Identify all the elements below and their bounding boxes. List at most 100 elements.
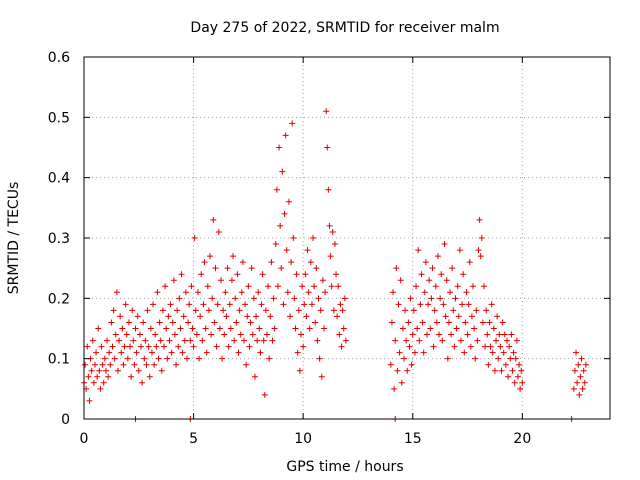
data-point	[262, 307, 269, 314]
data-point	[510, 349, 517, 356]
data-point	[224, 265, 231, 272]
data-point	[259, 271, 266, 278]
data-point	[400, 355, 407, 362]
data-point	[106, 349, 113, 356]
data-point	[256, 325, 263, 332]
data-point	[315, 295, 322, 302]
data-point	[291, 295, 298, 302]
data-point	[324, 144, 331, 151]
data-point	[153, 343, 160, 350]
data-point	[244, 313, 251, 320]
data-point	[519, 379, 526, 386]
data-point	[190, 343, 197, 350]
data-point	[460, 271, 467, 278]
data-point	[299, 283, 306, 290]
data-point	[434, 253, 441, 260]
data-point	[219, 355, 226, 362]
data-point	[212, 265, 219, 272]
data-point	[214, 301, 221, 308]
data-point	[304, 247, 311, 254]
data-point	[248, 265, 255, 272]
data-point	[285, 198, 292, 205]
data-point	[507, 355, 514, 362]
data-point	[225, 343, 232, 350]
data-point	[91, 361, 98, 368]
data-point	[119, 325, 126, 332]
data-point	[180, 313, 187, 320]
axis-ticks: 0 0.1 0.2 0.3 0.4 0.5 0.6 0 5 10 15 20	[48, 50, 610, 447]
y-tick-label: 0.2	[48, 291, 70, 307]
data-point	[334, 313, 341, 320]
data-point	[486, 319, 493, 326]
data-point	[472, 355, 479, 362]
plot-area-frame	[83, 56, 611, 420]
data-point	[495, 355, 502, 362]
data-point	[516, 361, 523, 368]
data-point	[419, 319, 426, 326]
data-point	[512, 355, 519, 362]
data-point	[198, 271, 205, 278]
data-point	[282, 132, 289, 139]
data-point	[197, 313, 204, 320]
data-point	[450, 307, 457, 314]
data-point	[390, 289, 397, 296]
data-point	[147, 325, 154, 332]
data-point	[570, 385, 577, 392]
y-tick-label: 0.3	[48, 231, 70, 247]
data-point	[110, 307, 117, 314]
data-point	[94, 373, 101, 380]
data-point	[117, 313, 124, 320]
data-point	[302, 271, 309, 278]
data-point	[440, 301, 447, 308]
data-point	[210, 216, 217, 223]
data-point	[143, 361, 150, 368]
data-point	[403, 337, 410, 344]
data-point	[100, 379, 107, 386]
data-point	[104, 337, 111, 344]
data-point	[176, 295, 183, 302]
data-point	[496, 331, 503, 338]
data-point	[301, 301, 308, 308]
data-point	[316, 355, 323, 362]
data-point	[577, 373, 584, 380]
data-point	[189, 325, 196, 332]
data-point	[128, 373, 135, 380]
data-point	[463, 289, 470, 296]
data-point	[290, 235, 297, 241]
data-point	[423, 331, 430, 338]
data-point	[571, 367, 578, 374]
data-point	[498, 367, 505, 374]
data-point	[438, 271, 445, 278]
data-point	[408, 361, 415, 368]
data-point	[265, 283, 272, 290]
data-point	[431, 307, 438, 314]
data-point	[250, 295, 257, 302]
data-point	[502, 361, 509, 368]
data-point	[480, 283, 487, 290]
data-point	[194, 289, 201, 296]
data-point	[426, 277, 433, 284]
data-point	[175, 343, 182, 350]
data-point	[202, 325, 209, 332]
data-point	[436, 331, 443, 338]
chart-title: Day 275 of 2022, SRMTID for receiver mal…	[190, 20, 499, 36]
data-point	[414, 325, 421, 332]
data-point	[221, 331, 228, 338]
data-point	[428, 295, 435, 302]
data-point	[455, 313, 462, 320]
data-point	[211, 319, 218, 326]
data-point	[300, 343, 307, 350]
y-tick-label: 0	[61, 412, 70, 428]
data-point	[514, 373, 521, 380]
data-point	[102, 367, 109, 374]
data-point	[322, 289, 329, 296]
data-point	[268, 259, 275, 266]
data-point	[293, 271, 300, 278]
data-point	[255, 289, 262, 296]
data-point	[163, 325, 170, 332]
data-point	[162, 283, 169, 290]
data-point	[411, 349, 418, 356]
data-point	[479, 319, 486, 326]
data-point	[489, 349, 496, 356]
data-point	[120, 361, 127, 368]
